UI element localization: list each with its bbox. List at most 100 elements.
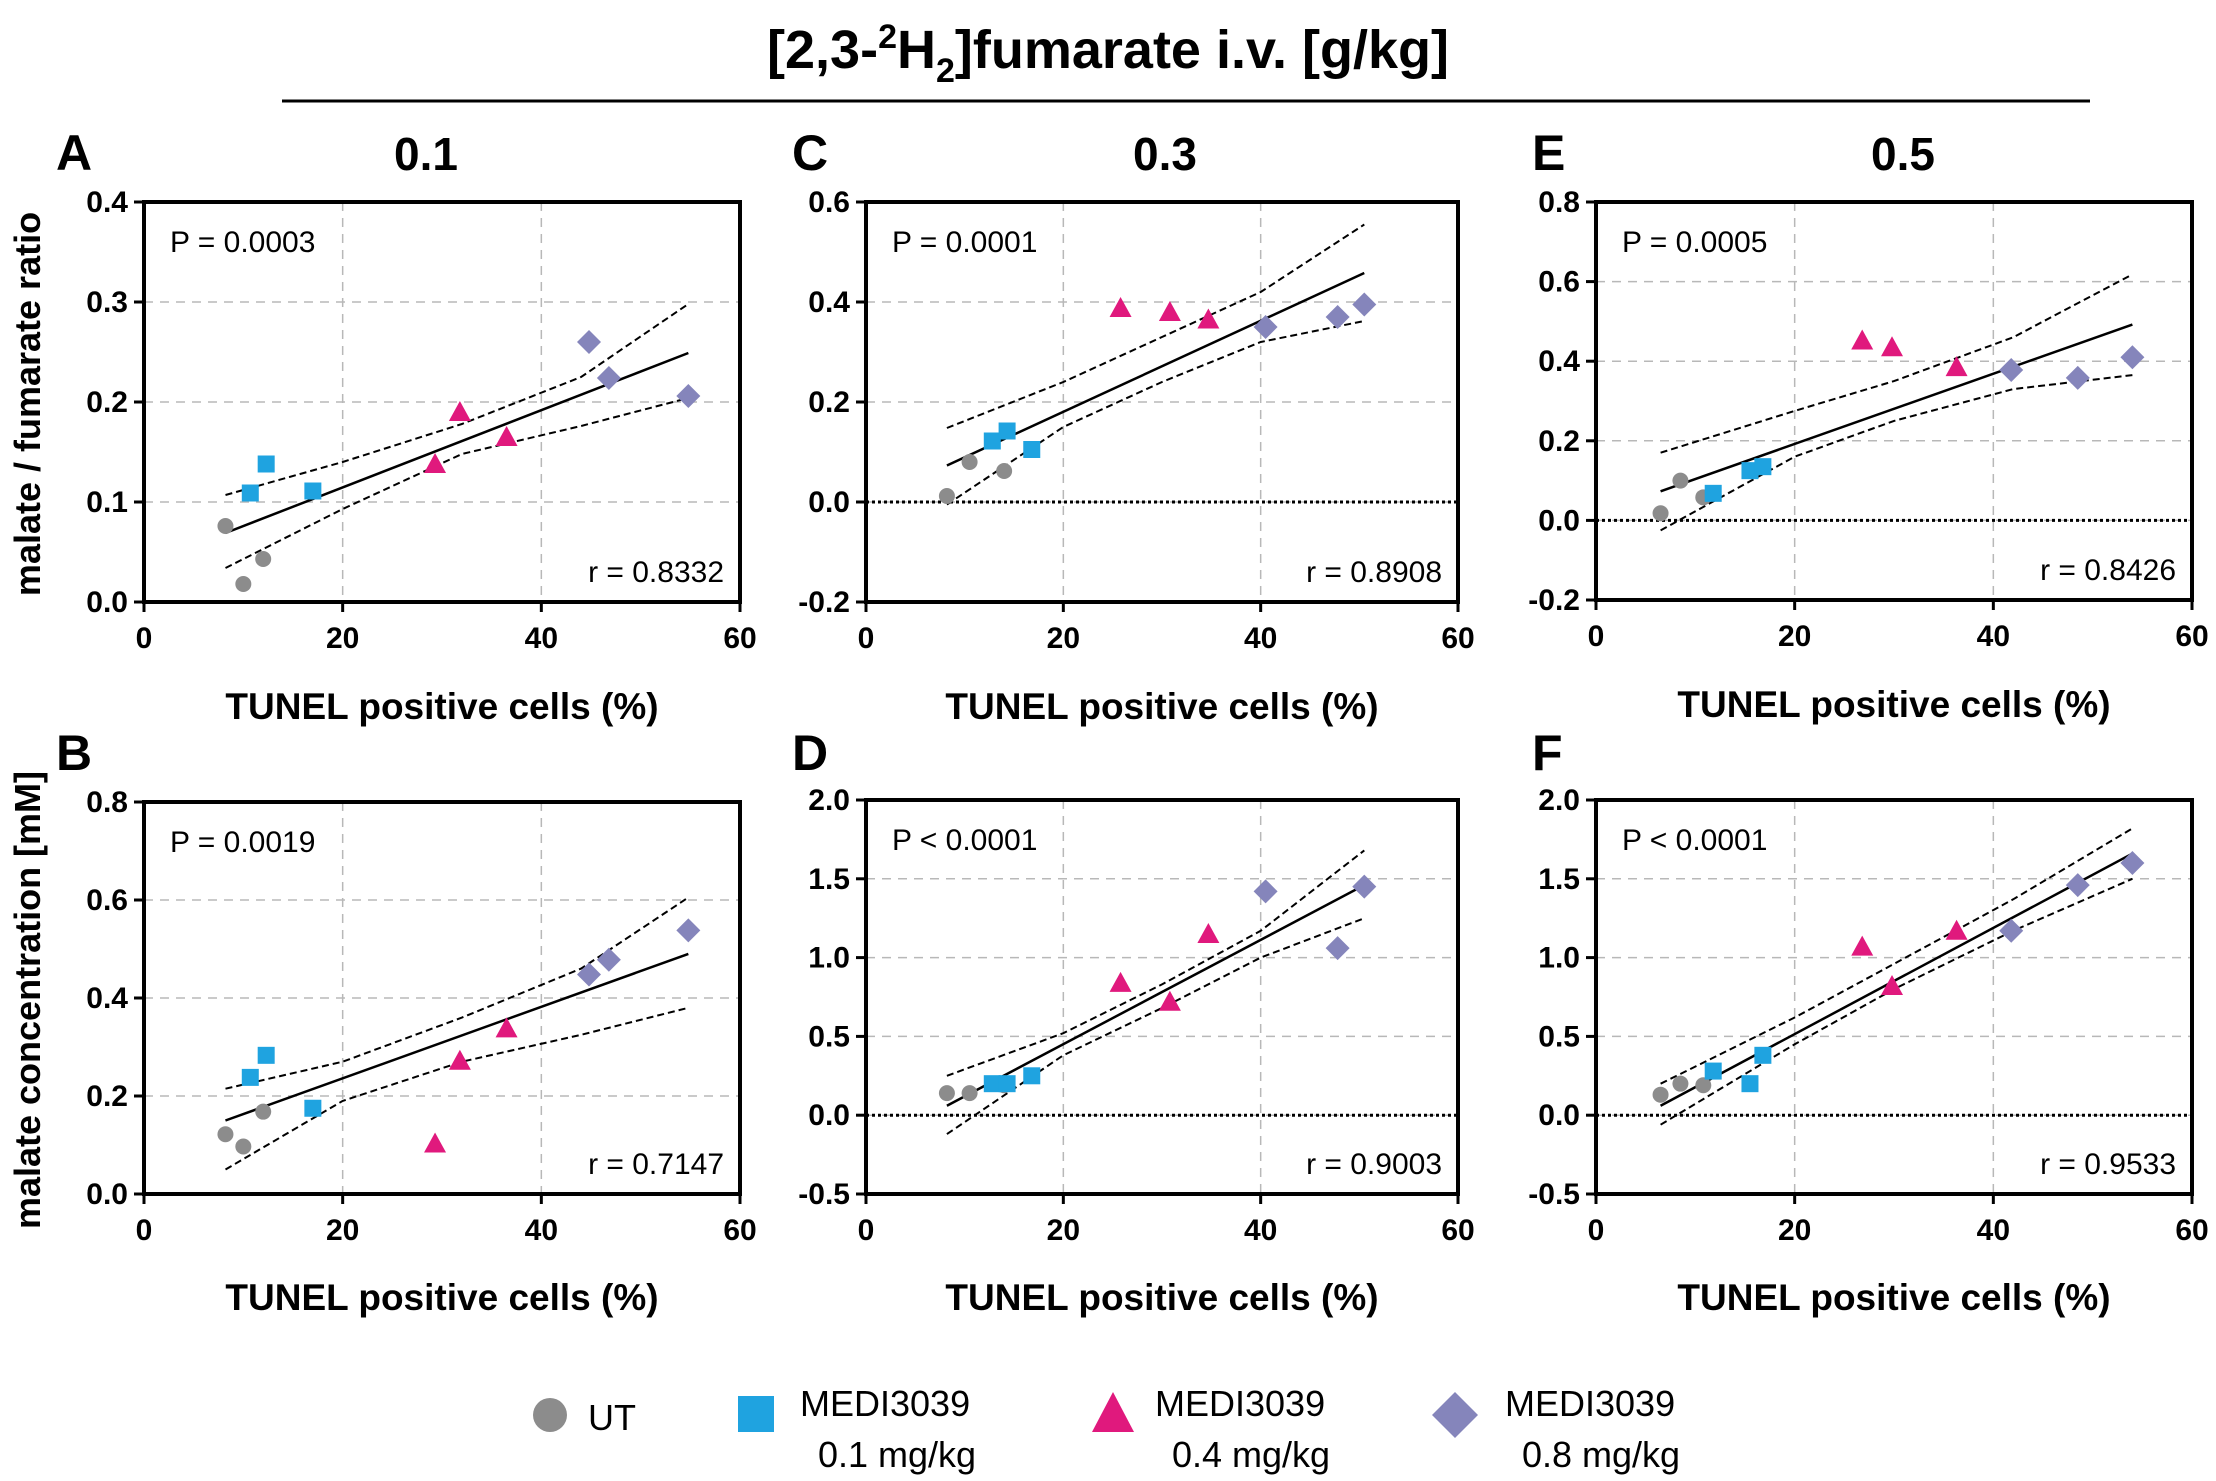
column-title-3: 0.5 [1871,128,1935,180]
data-point-medi3039-0.4 [1197,922,1220,943]
ci-upper-line [1660,827,2133,1085]
y-tick-label: 1.5 [1538,863,1580,896]
data-point-medi3039-0.1 [1754,458,1772,476]
x-tick-label: 0 [1588,620,1605,653]
y-tick-label: 0.4 [1538,345,1580,378]
data-point-medi3039-0.1 [998,422,1016,440]
header-part: ]fumarate i.v. [g/kg] [955,20,1449,80]
legend-marker-ut [533,1398,567,1432]
y-tick-label: 0.2 [1538,425,1580,458]
r-value-label: r = 0.9003 [1306,1148,1442,1181]
data-point-medi3039-0.1 [1741,1075,1759,1093]
data-point-medi3039-0.4 [424,1132,447,1153]
y-tick-label: -0.2 [798,586,850,619]
legend-label-medi3039-0.1-line1: MEDI3039 [800,1383,970,1424]
panel-D: D 0 20 40 60 -0.5 0.0 0.5 1.0 1.5 2.0 TUNEL positiv… [792,725,1475,1318]
data-point-ut [1652,505,1669,522]
header-part: H [897,20,936,80]
data-point-medi3039-0.1 [1704,1062,1722,1080]
x-tick-label: 40 [1977,1214,2010,1247]
y-tick-label: 0.2 [808,386,850,419]
ci-lower-line [1660,374,2133,532]
ci-upper-line [225,303,689,496]
data-point-medi3039-0.4 [1881,336,1904,357]
y-tick-label: 2.0 [808,784,850,817]
data-point-medi3039-0.4 [1109,297,1132,317]
data-point-medi3039-0.8 [1325,936,1350,961]
regression-line [225,351,689,535]
regression-line [946,271,1365,467]
data-point-medi3039-0.8 [2120,345,2145,370]
data-point-medi3039-0.8 [577,330,602,354]
header-subscript: 2 [936,52,955,90]
x-axis-label: TUNEL positive cells (%) [945,1277,1378,1318]
data-point-medi3039-0.8 [1325,305,1350,329]
data-point-ut [996,463,1013,479]
x-tick-label: 60 [1441,1214,1474,1247]
panel-letter: D [792,725,828,781]
x-axis-label: TUNEL positive cells (%) [225,1277,658,1318]
data-point-medi3039-0.4 [1881,974,1904,995]
data-point-medi3039-0.4 [495,1017,518,1038]
data-point-medi3039-0.4 [424,453,447,473]
regression-line [1660,323,2133,493]
panel-letter: B [56,725,92,781]
y-tick-label: 0.0 [808,1099,850,1132]
p-value-label: P = 0.0003 [170,226,315,259]
data-point-medi3039-0.1 [304,1099,322,1117]
x-axis-label: TUNEL positive cells (%) [1677,684,2110,725]
data-point-medi3039-0.8 [596,366,621,390]
y-tick-label: -0.5 [1528,1178,1580,1211]
data-point-medi3039-0.4 [1851,935,1874,956]
figure-header: [2,3-2H2]fumarate i.v. [g/kg] [767,18,1449,90]
x-tick-label: 40 [1244,622,1277,655]
data-point-ut [961,1085,978,1102]
y-tick-label: -0.2 [1528,584,1580,617]
ci-upper-line [1660,273,2133,454]
data-point-ut [938,488,955,504]
x-tick-label: 20 [326,1214,359,1247]
data-point-medi3039-0.1 [241,1068,259,1086]
x-tick-label: 0 [136,622,153,655]
plot-frame [142,800,742,1196]
x-axis-label: TUNEL positive cells (%) [945,686,1378,727]
x-tick-label: 0 [858,1214,875,1247]
data-point-ut [255,1103,272,1120]
p-value-label: P = 0.0005 [1622,226,1767,259]
legend-label-ut: UT [588,1397,636,1438]
legend-label-medi3039-0.4-line1: MEDI3039 [1155,1383,1325,1424]
data-point-medi3039-0.1 [998,1075,1016,1093]
data-point-ut [1672,1075,1689,1092]
data-point-medi3039-0.8 [1253,879,1278,904]
x-tick-label: 20 [1047,1214,1080,1247]
data-point-medi3039-0.8 [2065,365,2090,390]
panel-A: A 0 20 40 60 0.0 0.1 0.2 0.3 0.4 TUNEL positive ce… [56,125,757,727]
x-tick-label: 60 [1441,622,1474,655]
x-tick-label: 60 [723,622,756,655]
ci-upper-line [225,896,689,1090]
y-tick-label: 0.6 [86,884,128,917]
data-point-ut [938,1085,955,1102]
x-tick-label: 60 [2175,620,2208,653]
data-point-ut [217,518,234,534]
plot-frame [864,798,1460,1196]
x-axis-label: TUNEL positive cells (%) [1677,1277,2110,1318]
y-tick-label: 0.8 [1538,186,1580,219]
y-tick-label: 0.0 [1538,504,1580,537]
data-point-medi3039-0.8 [2120,851,2145,876]
x-tick-label: 60 [2175,1214,2208,1247]
y-tick-label: 0.2 [86,1080,128,1113]
y-tick-label: 0.2 [86,386,128,419]
data-point-medi3039-0.8 [577,962,602,987]
y-tick-label: 0.6 [1538,266,1580,299]
legend-label-medi3039-0.8-line1: MEDI3039 [1505,1383,1675,1424]
r-value-label: r = 0.8426 [2040,554,2176,587]
y-tick-label: 1.0 [808,942,850,975]
p-value-label: P < 0.0001 [892,824,1037,857]
header-superscript: 2 [878,18,897,56]
panel-letter: F [1532,725,1563,781]
data-point-medi3039-0.4 [1945,919,1968,940]
plot-frame [142,200,742,604]
column-title-1: 0.1 [394,128,458,180]
ci-lower-line [225,397,689,569]
